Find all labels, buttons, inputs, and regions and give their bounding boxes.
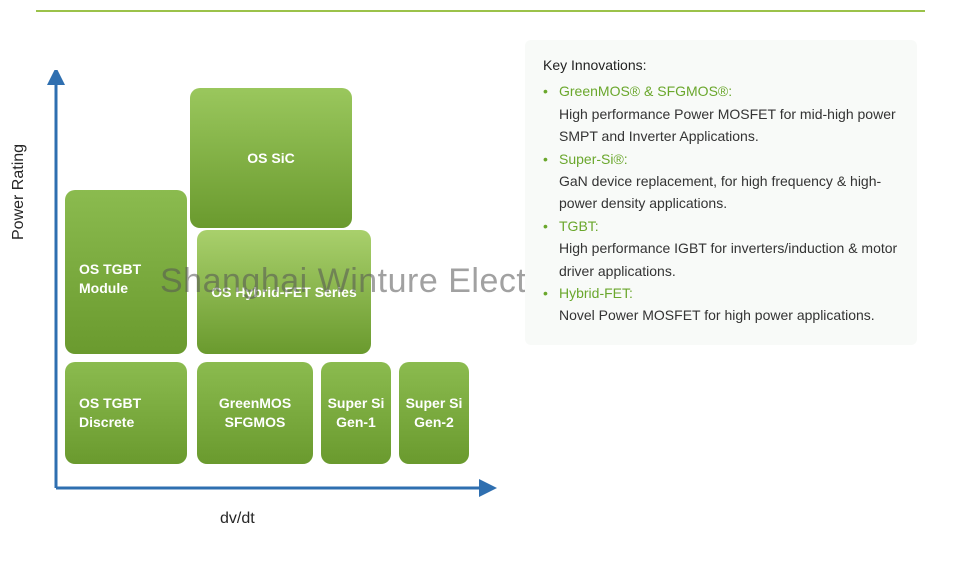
block-label: Super SiGen-1 xyxy=(328,394,385,432)
key-item-desc: High performance IGBT for inverters/indu… xyxy=(559,237,899,282)
key-panel-title: Key Innovations: xyxy=(543,54,899,76)
block-label: OS Hybrid-FET Series xyxy=(211,283,356,302)
key-item-desc: High performance Power MOSFET for mid-hi… xyxy=(559,103,899,148)
block-greenmos: GreenMOSSFGMOS xyxy=(197,362,313,464)
block-label: GreenMOSSFGMOS xyxy=(219,394,291,432)
x-axis-label: dv/dt xyxy=(220,510,255,528)
key-item-name: Hybrid-FET: xyxy=(559,285,633,301)
key-item: Super-Si®: GaN device replacement, for hi… xyxy=(543,148,899,215)
key-item: Hybrid-FET: Novel Power MOSFET for high p… xyxy=(543,282,899,327)
block-label: OS TGBTModule xyxy=(79,260,141,298)
y-axis-label: Power Rating xyxy=(10,144,28,240)
key-item-name: TGBT: xyxy=(559,218,599,234)
key-item-name: GreenMOS® & SFGMOS®: xyxy=(559,83,732,99)
block-tgbt_discrete: OS TGBTDiscrete xyxy=(65,362,187,464)
block-label: OS TGBTDiscrete xyxy=(79,394,141,432)
key-innovations-panel: Key Innovations: GreenMOS® & SFGMOS®: Hig… xyxy=(525,40,917,345)
block-sic: OS SiC xyxy=(190,88,352,228)
page-root: Power Rating dv/dt OS TGBTModule OS SiC OS… xyxy=(0,0,961,583)
block-tgbt_module: OS TGBTModule xyxy=(65,190,187,354)
block-supersi_g1: Super SiGen-1 xyxy=(321,362,391,464)
block-supersi_g2: Super SiGen-2 xyxy=(399,362,469,464)
block-label: OS SiC xyxy=(247,149,294,168)
block-hybrid_fet: OS Hybrid-FET Series xyxy=(197,230,371,354)
key-item: TGBT: High performance IGBT for inverters… xyxy=(543,215,899,282)
key-item-name: Super-Si®: xyxy=(559,151,628,167)
block-label: Super SiGen-2 xyxy=(406,394,463,432)
positioning-chart: Power Rating dv/dt OS TGBTModuleOS SiCOS… xyxy=(20,60,540,560)
key-item: GreenMOS® & SFGMOS®: High performance Pow… xyxy=(543,80,899,147)
key-innovations-list: GreenMOS® & SFGMOS®: High performance Pow… xyxy=(543,80,899,326)
key-item-desc: Novel Power MOSFET for high power applic… xyxy=(559,304,899,326)
top-divider xyxy=(36,10,925,12)
key-item-desc: GaN device replacement, for high frequen… xyxy=(559,170,899,215)
